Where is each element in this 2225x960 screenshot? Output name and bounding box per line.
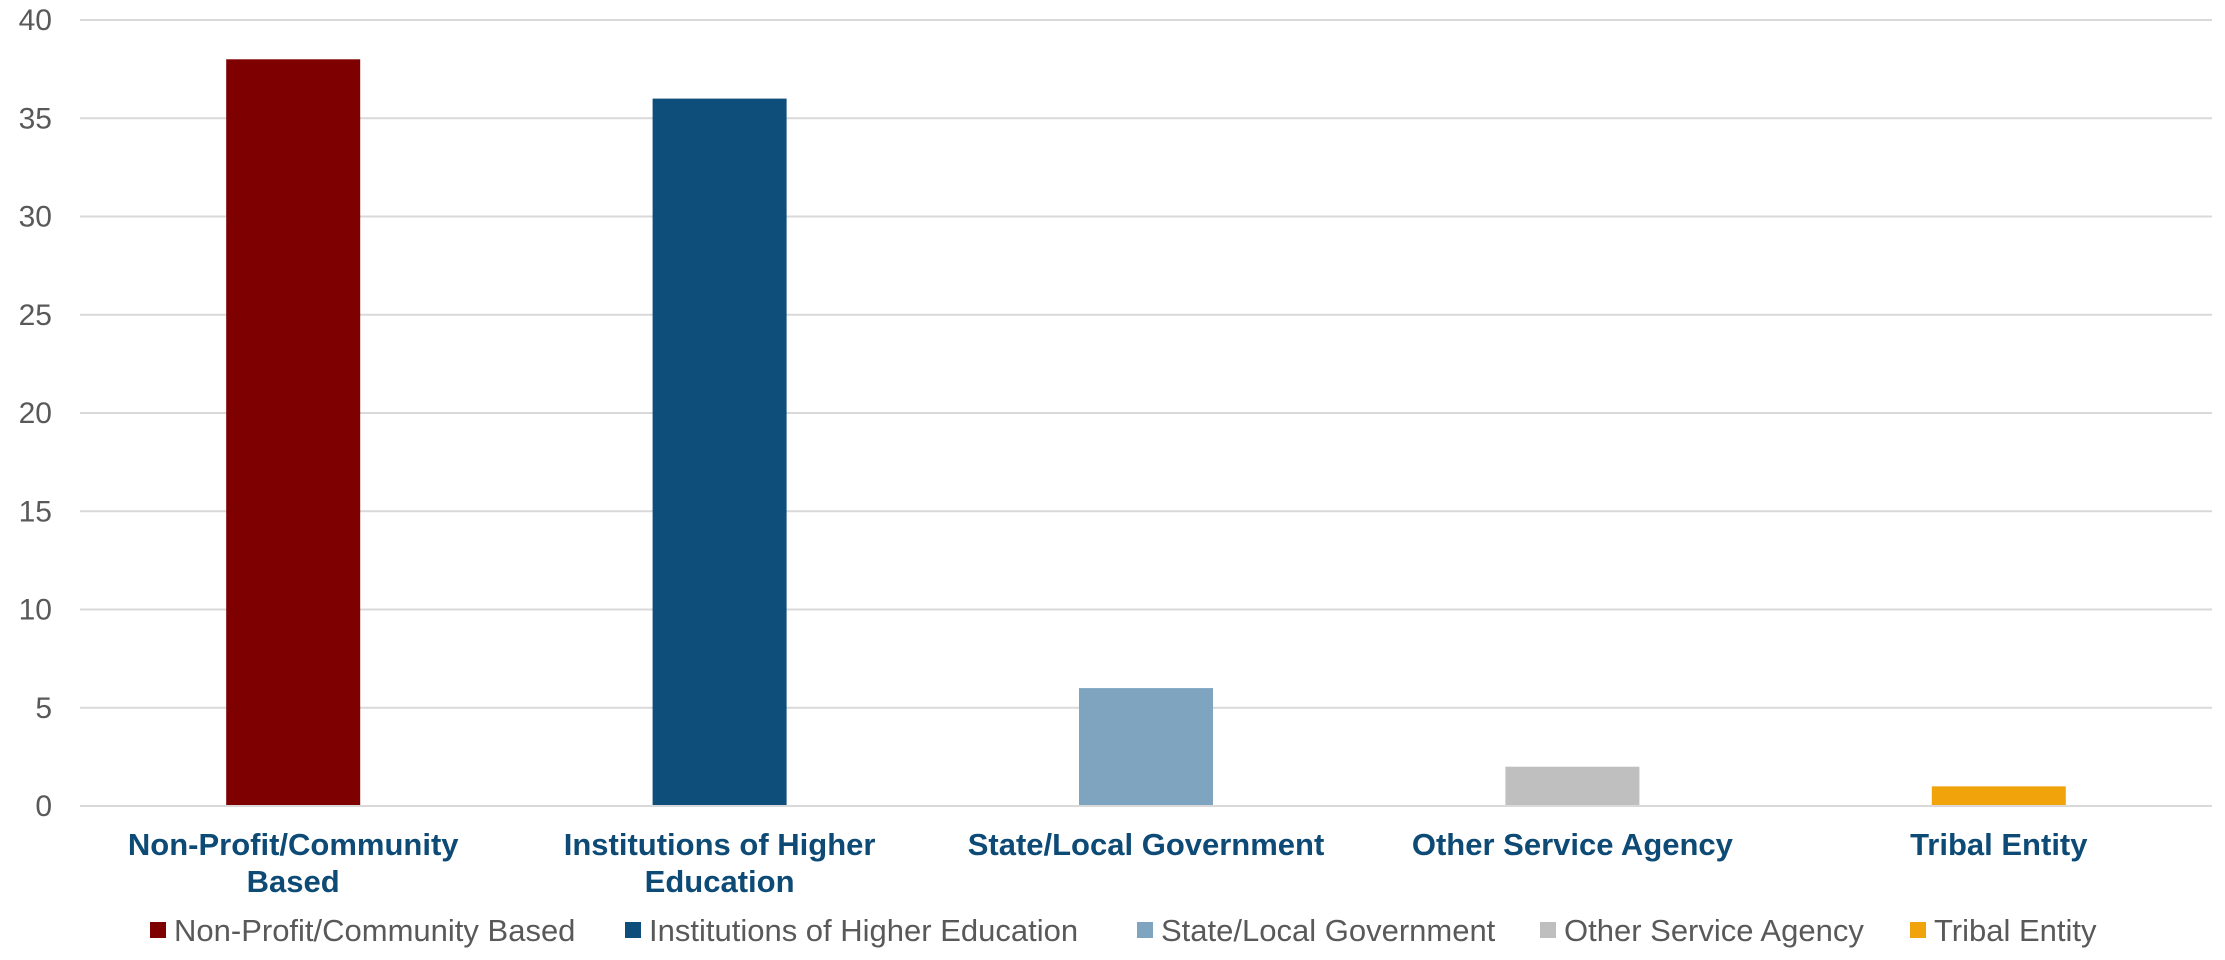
legend-label: Other Service Agency [1564, 913, 1864, 948]
legend-item: Tribal Entity [1910, 913, 2097, 948]
x-category-label: Non-Profit/Community Based [128, 827, 459, 899]
bar-3 [1505, 766, 1640, 806]
x-category-label: State/Local Government [968, 827, 1325, 862]
x-category-label: Institutions of Higher Education [564, 827, 876, 899]
y-axis-tick-labels: 0 5 10 15 20 25 30 35 40 [19, 4, 52, 823]
y-tick-label: 40 [19, 4, 52, 37]
gridlines [80, 19, 2212, 709]
x-axis-category-labels: Non-Profit/Community Based Institutions of… [128, 827, 2088, 899]
bar-4 [1931, 786, 2066, 806]
x-category-label-line: Tribal Entity [1910, 827, 2088, 862]
legend-label: Institutions of Higher Education [649, 913, 1078, 948]
bar-2 [1079, 688, 1213, 806]
legend-item: Other Service Agency [1540, 913, 1864, 948]
bars [226, 59, 2066, 807]
x-category-label: Tribal Entity [1910, 827, 2088, 862]
y-tick-label: 35 [19, 102, 52, 135]
legend-swatch [1540, 922, 1556, 938]
x-category-label-line: Based [247, 864, 340, 899]
x-category-label-line: Education [645, 864, 795, 899]
x-category-label-line: Non-Profit/Community [128, 827, 459, 862]
legend-swatch [625, 922, 641, 938]
x-category-label: Other Service Agency [1412, 827, 1734, 862]
legend-swatch [1137, 922, 1153, 938]
legend-item: State/Local Government [1137, 913, 1496, 948]
legend-swatch [1910, 922, 1926, 938]
y-tick-label: 0 [35, 790, 52, 823]
legend-item: Non-Profit/Community Based [150, 913, 575, 948]
x-category-label-line: Institutions of Higher [564, 827, 876, 862]
legend-label: Tribal Entity [1934, 913, 2097, 948]
legend: Non-Profit/Community Based Institutions o… [150, 913, 2097, 948]
x-category-label-line: Other Service Agency [1412, 827, 1734, 862]
x-category-label-line: State/Local Government [968, 827, 1325, 862]
legend-label: State/Local Government [1161, 913, 1496, 948]
bar-1 [652, 98, 787, 807]
y-tick-label: 15 [19, 495, 52, 528]
y-tick-label: 10 [19, 594, 52, 627]
legend-item: Institutions of Higher Education [625, 913, 1078, 948]
legend-label: Non-Profit/Community Based [174, 913, 575, 948]
y-tick-label: 5 [35, 692, 52, 725]
bar-0 [226, 59, 361, 807]
legend-swatch [150, 922, 166, 938]
y-tick-label: 30 [19, 201, 52, 234]
y-tick-label: 25 [19, 299, 52, 332]
y-tick-label: 20 [19, 397, 52, 430]
